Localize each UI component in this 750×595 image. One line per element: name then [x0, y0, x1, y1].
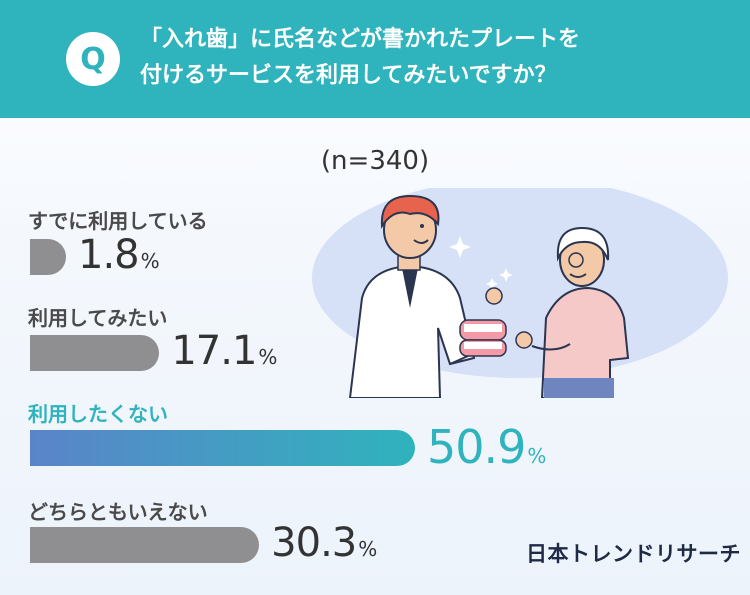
value-number-0: 1.8	[78, 232, 140, 278]
value-unit-2: %	[527, 444, 547, 468]
value-label-2: 50.9%	[427, 420, 546, 474]
value-label-1: 17.1%	[171, 328, 277, 374]
question-line-2: 付けるサービスを利用してみたいですか？	[140, 63, 557, 88]
bar-3	[30, 527, 260, 563]
question-line-1: 「入れ歯」に氏名などが書かれたプレートを	[140, 27, 581, 52]
value-unit-3: %	[358, 537, 378, 561]
category-label-3: どちらともいえない	[28, 500, 208, 524]
bar-0	[30, 239, 66, 275]
category-label-2: 利用したくない	[28, 402, 168, 426]
value-number-3: 30.3	[271, 520, 357, 566]
bar-1	[30, 335, 160, 371]
sparkle-icon	[449, 236, 513, 290]
dentist-illustration	[312, 188, 728, 398]
value-number-1: 17.1	[171, 328, 257, 374]
elderly-woman-figure	[515, 226, 630, 398]
dentist-figure	[348, 194, 503, 398]
question-header: Q 「入れ歯」に氏名などが書かれたプレートを 付けるサービスを利用してみたいです…	[0, 0, 750, 118]
brand-logo-text: 日本トレンドリサーチ	[526, 542, 741, 566]
category-label-1: 利用してみたい	[28, 306, 168, 330]
bar-2	[30, 430, 415, 466]
value-label-0: 1.8%	[78, 232, 160, 278]
question-text: 「入れ歯」に氏名などが書かれたプレートを 付けるサービスを利用してみたいですか？	[140, 22, 730, 94]
category-label-0: すでに利用している	[28, 209, 208, 233]
value-label-3: 30.3%	[271, 520, 377, 566]
dentures-icon	[459, 319, 507, 357]
value-number-2: 50.9	[427, 420, 526, 474]
value-unit-1: %	[258, 345, 278, 369]
value-unit-0: %	[140, 249, 160, 273]
q-badge: Q	[66, 32, 120, 86]
sample-size-label: (n=340)	[320, 146, 430, 176]
